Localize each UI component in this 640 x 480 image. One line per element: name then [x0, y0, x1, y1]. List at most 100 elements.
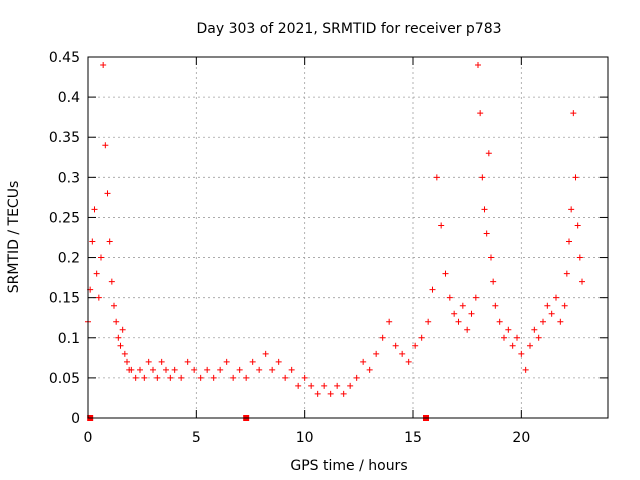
data-point [405, 358, 412, 365]
data-point [98, 254, 104, 261]
data-point [514, 334, 520, 341]
data-point [566, 238, 572, 245]
data-point [115, 334, 122, 341]
data-point [141, 374, 148, 381]
data-point [563, 270, 570, 277]
data-point [505, 326, 512, 333]
data-point [379, 334, 386, 341]
data-point [561, 302, 568, 309]
data-point [570, 110, 577, 117]
data-point [353, 374, 360, 381]
data-point [492, 302, 499, 309]
data-point [429, 286, 436, 293]
y-axis-title: SRMTID / TECUs [6, 181, 22, 294]
data-point [496, 318, 503, 325]
data-point [93, 270, 100, 277]
data-point [459, 302, 466, 309]
data-point [479, 174, 486, 181]
data-point [483, 230, 490, 237]
data-point [236, 366, 243, 373]
data-point [171, 366, 178, 373]
y-tick-label: 0.35 [49, 130, 80, 146]
data-point [113, 318, 120, 325]
data-point [576, 254, 583, 261]
y-tick-label: 0.2 [58, 251, 80, 267]
data-point [314, 390, 321, 397]
y-tick-label: 0 [71, 411, 80, 427]
data-point [288, 366, 295, 373]
x-tick-label: 10 [296, 430, 314, 446]
data-point [442, 270, 449, 277]
y-tick-label: 0.4 [58, 90, 80, 106]
data-point [334, 382, 341, 389]
data-point [399, 350, 406, 357]
data-point [111, 302, 117, 309]
data-point [347, 382, 354, 389]
data-point [485, 150, 492, 157]
y-tick-label: 0.1 [58, 331, 80, 347]
y-tick-label: 0.25 [49, 210, 80, 226]
data-point [412, 342, 419, 349]
data-point [548, 310, 555, 317]
data-point [446, 294, 453, 301]
data-point [535, 334, 542, 341]
y-tick-label: 0.45 [49, 50, 80, 66]
data-point [121, 350, 128, 357]
data-point [455, 318, 462, 325]
data-point [95, 294, 102, 301]
data-point [579, 278, 585, 285]
data-point [386, 318, 393, 325]
data-point [132, 374, 139, 381]
data-point [553, 294, 559, 301]
data-point [104, 190, 111, 197]
grid [88, 57, 608, 418]
data-point [124, 358, 130, 365]
data-point [451, 310, 458, 317]
data-point [100, 62, 107, 69]
data-point [301, 374, 308, 381]
x-tick-label: 0 [84, 430, 93, 446]
data-point [490, 278, 497, 285]
data-point [418, 334, 425, 341]
data-point [150, 366, 156, 373]
data-point [475, 62, 481, 69]
data-point [568, 206, 575, 213]
x-tick-label: 5 [192, 430, 201, 446]
data-point [282, 374, 289, 381]
data-point [433, 174, 440, 181]
y-tick-label: 0.05 [49, 371, 80, 387]
data-point [275, 358, 282, 365]
data-point [108, 278, 115, 285]
data-points [85, 62, 585, 397]
data-point [249, 358, 256, 365]
chart-title: Day 303 of 2021, SRMTID for receiver p78… [196, 21, 501, 37]
data-point [540, 318, 546, 325]
data-point [392, 342, 399, 349]
x-axis-title: GPS time / hours [290, 458, 407, 474]
axis-ticks: 0 0.05 0.1 0.15 0.2 0.25 0.3 0.35 0.4 0.45 0 5 10 15 2… [49, 50, 608, 446]
data-point [243, 374, 250, 381]
data-point [295, 382, 302, 389]
data-point [572, 174, 579, 181]
data-point [425, 318, 432, 325]
data-point [574, 222, 581, 229]
data-point [204, 366, 211, 373]
data-point [531, 326, 538, 333]
data-point [145, 358, 152, 365]
x-tick-label: 20 [512, 430, 530, 446]
data-point [373, 350, 380, 357]
data-point [178, 374, 185, 381]
data-point [137, 366, 143, 373]
data-point [197, 374, 204, 381]
data-point [158, 358, 165, 365]
data-point [191, 366, 198, 373]
data-point [518, 350, 525, 357]
data-point [269, 366, 276, 373]
data-point [327, 390, 334, 397]
data-point [91, 206, 98, 213]
plot-frame [87, 56, 609, 419]
data-point [481, 206, 488, 213]
data-point [472, 294, 479, 301]
data-point [119, 326, 126, 333]
